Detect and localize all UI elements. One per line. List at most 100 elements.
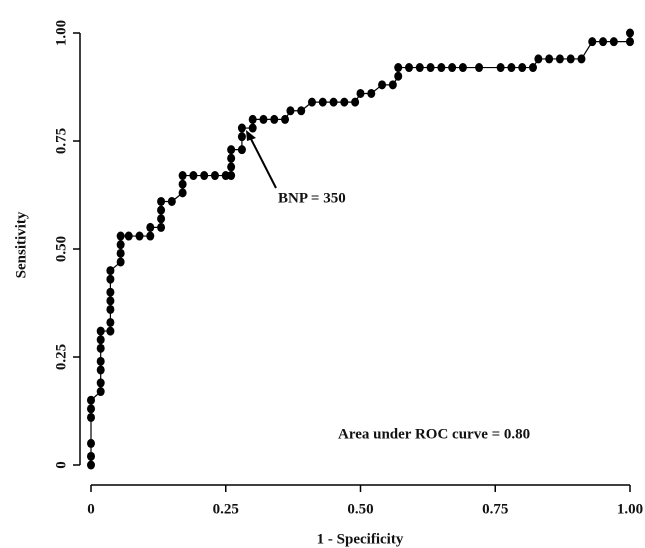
y-tick-label: 0.50 (53, 236, 69, 262)
x-tick-label: 0.25 (213, 501, 239, 517)
data-point (528, 63, 537, 73)
data-point (106, 287, 115, 297)
data-point (297, 106, 306, 116)
data-point (237, 123, 246, 133)
data-point (189, 171, 198, 181)
data-point (566, 54, 575, 64)
data-point (437, 63, 446, 73)
data-point (96, 326, 105, 336)
data-point (248, 114, 257, 124)
data-point (157, 214, 166, 224)
data-point (227, 153, 236, 163)
data-point (599, 37, 608, 47)
data-point (178, 171, 187, 181)
y-tick-label: 0 (53, 461, 69, 469)
data-point (259, 114, 268, 124)
data-point (124, 231, 133, 241)
data-point (340, 97, 349, 107)
data-point (609, 37, 618, 47)
x-axis-label: 1 - Specificity (317, 531, 404, 547)
data-point (116, 240, 125, 250)
x-tick-label: 0.75 (482, 501, 508, 517)
y-tick-label: 0.25 (53, 344, 69, 370)
data-point (146, 222, 155, 232)
data-point (405, 63, 414, 73)
arrow-head (246, 130, 256, 141)
data-point (106, 266, 115, 276)
data-point (146, 231, 155, 241)
data-point (227, 171, 236, 181)
data-point (157, 196, 166, 206)
data-point (106, 274, 115, 284)
x-tick-label: 1.00 (617, 501, 643, 517)
data-point (475, 63, 484, 73)
data-point (388, 80, 397, 90)
data-point (281, 114, 290, 124)
data-point (318, 97, 327, 107)
data-point (87, 412, 95, 422)
data-point (394, 71, 403, 81)
x-tick-label: 0 (87, 501, 95, 517)
data-point (135, 231, 144, 241)
annotation: Area under ROC curve = 0.80 (338, 426, 530, 442)
data-point (307, 97, 316, 107)
data-point (106, 326, 115, 336)
data-point (588, 37, 597, 47)
data-point (96, 343, 105, 353)
x-tick-label: 0.50 (347, 501, 373, 517)
data-point (106, 304, 115, 314)
data-point (200, 171, 209, 181)
annotation: BNP = 350 (278, 190, 346, 206)
data-point (237, 145, 246, 155)
data-point (248, 123, 257, 133)
annotation-arrow (248, 134, 277, 189)
data-point (555, 54, 564, 64)
data-point (157, 222, 166, 232)
data-point (626, 37, 634, 47)
data-point (87, 460, 95, 470)
data-point (116, 248, 125, 258)
data-point (178, 179, 187, 189)
y-tick-label: 1.00 (53, 20, 69, 46)
data-point (87, 395, 95, 405)
data-point (286, 106, 295, 116)
data-point (496, 63, 505, 73)
data-point (87, 404, 95, 414)
data-point (106, 317, 115, 327)
data-point (518, 63, 527, 73)
data-point (96, 378, 105, 388)
y-tick-label: 0.75 (53, 128, 69, 154)
data-point (87, 438, 95, 448)
data-point (378, 80, 387, 90)
data-point (448, 63, 457, 73)
data-point (356, 88, 365, 98)
data-point (227, 145, 236, 155)
y-axis-label: Sensitivity (13, 211, 29, 278)
data-point (270, 114, 279, 124)
data-point (167, 196, 176, 206)
data-point (96, 387, 105, 397)
data-point (545, 54, 554, 64)
data-point (534, 54, 543, 64)
data-point (178, 188, 187, 198)
data-point (116, 257, 125, 267)
data-point (116, 231, 125, 241)
data-point (237, 132, 246, 142)
data-point (426, 63, 435, 73)
data-point (367, 88, 376, 98)
data-point (394, 63, 403, 73)
data-point (157, 205, 166, 215)
data-point (96, 356, 105, 366)
data-point (626, 28, 634, 38)
data-point (96, 365, 105, 375)
data-point (87, 451, 95, 461)
data-point (96, 335, 105, 345)
data-point (577, 54, 586, 64)
data-point (106, 296, 115, 306)
data-point (351, 97, 360, 107)
data-point (227, 162, 236, 172)
data-point (415, 63, 424, 73)
data-point (458, 63, 467, 73)
data-point (507, 63, 516, 73)
